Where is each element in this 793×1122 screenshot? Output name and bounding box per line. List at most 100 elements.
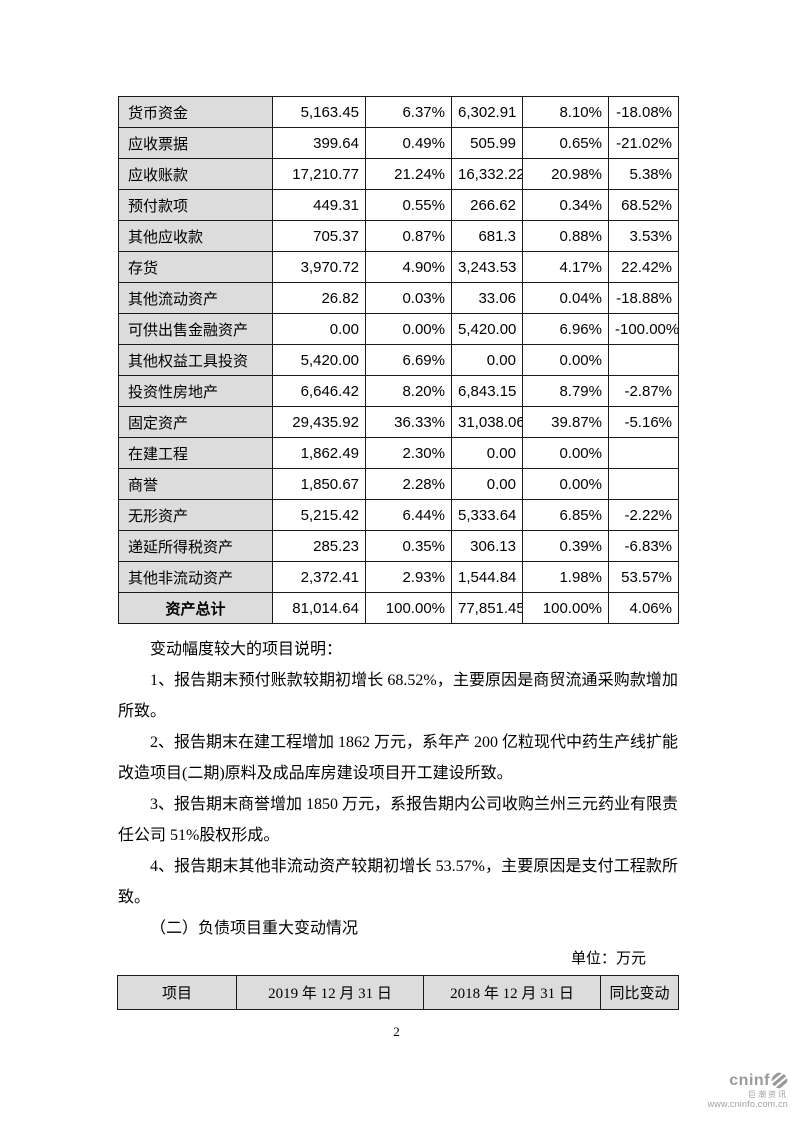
- row-value: 6.69%: [365, 344, 452, 376]
- row-value: -2.87%: [608, 375, 679, 407]
- liability-col-item: 项目: [117, 975, 237, 1010]
- total-pct-2019: 100.00%: [365, 592, 452, 624]
- row-label: 无形资产: [118, 499, 273, 531]
- row-value: 0.00: [272, 313, 366, 345]
- row-value: 31,038.06: [451, 406, 523, 438]
- row-value: 3,970.72: [272, 251, 366, 283]
- row-value: -18.88%: [608, 282, 679, 314]
- row-value: -18.08%: [608, 96, 679, 128]
- row-value: -6.83%: [608, 530, 679, 562]
- liability-col-change: 同比变动: [600, 975, 679, 1010]
- row-label: 递延所得税资产: [118, 530, 273, 562]
- row-value: 0.00%: [522, 344, 609, 376]
- row-value: 0.87%: [365, 220, 452, 252]
- row-label: 在建工程: [118, 437, 273, 469]
- row-label: 其他权益工具投资: [118, 344, 273, 376]
- row-value: 22.42%: [608, 251, 679, 283]
- row-label: 其他流动资产: [118, 282, 273, 314]
- row-value: 6.44%: [365, 499, 452, 531]
- row-value: -2.22%: [608, 499, 679, 531]
- row-label: 应收票据: [118, 127, 273, 159]
- row-label: 商誉: [118, 468, 273, 500]
- row-label: 固定资产: [118, 406, 273, 438]
- row-value: [608, 437, 679, 469]
- total-value-2018: 77,851.45: [451, 592, 523, 624]
- row-label: 投资性房地产: [118, 375, 273, 407]
- row-value: 5,420.00: [272, 344, 366, 376]
- row-value: 705.37: [272, 220, 366, 252]
- row-value: 1,862.49: [272, 437, 366, 469]
- asset-table-body: 货币资金 5,163.45 6.37% 6,302.91 8.10% -18.08% 应收票…: [118, 96, 679, 593]
- page-number: 2: [393, 1024, 400, 1039]
- row-value: 0.00: [451, 344, 523, 376]
- row-value: 21.24%: [365, 158, 452, 190]
- row-value: 0.00%: [365, 313, 452, 345]
- note-item-3: 3、报告期末商誉增加 1850 万元，系报告期内公司收购兰州三元药业有限责任公司…: [118, 796, 678, 844]
- section-heading-liabilities: （二）负债项目重大变动情况: [150, 920, 359, 937]
- row-value: 5,215.42: [272, 499, 366, 531]
- liability-col-2018: 2018 年 12 月 31 日: [423, 975, 601, 1010]
- cninfo-brand-text: cninf: [729, 1072, 770, 1089]
- row-value: 0.00%: [522, 468, 609, 500]
- asset-row: 其他非流动资产 2,372.41 2.93% 1,544.84 1.98% 53.57%: [118, 561, 679, 593]
- row-value: 4.17%: [522, 251, 609, 283]
- total-row-label: 资产总计: [118, 592, 273, 624]
- row-value: 16,332.22: [451, 158, 523, 190]
- row-value: 0.88%: [522, 220, 609, 252]
- cninfo-swirl-icon: [771, 1072, 788, 1090]
- liability-table-header: 项目 2019 年 12 月 31 日 2018 年 12 月 31 日 同比变…: [117, 975, 679, 1010]
- row-value: 285.23: [272, 530, 366, 562]
- asset-row: 在建工程 1,862.49 2.30% 0.00 0.00%: [118, 437, 679, 469]
- asset-row: 存货 3,970.72 4.90% 3,243.53 4.17% 22.42%: [118, 251, 679, 283]
- row-value: 5,333.64: [451, 499, 523, 531]
- asset-row: 其他流动资产 26.82 0.03% 33.06 0.04% -18.88%: [118, 282, 679, 314]
- row-value: 0.00: [451, 437, 523, 469]
- row-value: 8.20%: [365, 375, 452, 407]
- row-label: 其他应收款: [118, 220, 273, 252]
- row-label: 其他非流动资产: [118, 561, 273, 593]
- asset-row: 投资性房地产 6,646.42 8.20% 6,843.15 8.79% -2.87%: [118, 375, 679, 407]
- row-value: 0.00: [451, 468, 523, 500]
- asset-row: 货币资金 5,163.45 6.37% 6,302.91 8.10% -18.08%: [118, 96, 679, 128]
- row-label: 应收账款: [118, 158, 273, 190]
- row-value: [608, 344, 679, 376]
- row-value: 505.99: [451, 127, 523, 159]
- row-value: 6,843.15: [451, 375, 523, 407]
- row-value: 2.93%: [365, 561, 452, 593]
- row-value: 53.57%: [608, 561, 679, 593]
- row-value: 6.96%: [522, 313, 609, 345]
- row-value: 26.82: [272, 282, 366, 314]
- row-value: 2,372.41: [272, 561, 366, 593]
- row-value: 0.65%: [522, 127, 609, 159]
- notes-section: 变动幅度较大的项目说明： 1、报告期末预付账款较期初增长 68.52%，主要原因…: [118, 634, 678, 946]
- asset-total-row: 资产总计 81,014.64 100.00% 77,851.45 100.00%…: [118, 592, 679, 624]
- asset-row: 预付款项 449.31 0.55% 266.62 0.34% 68.52%: [118, 189, 679, 221]
- row-value: -5.16%: [608, 406, 679, 438]
- row-value: -21.02%: [608, 127, 679, 159]
- row-value: 3,243.53: [451, 251, 523, 283]
- row-value: 449.31: [272, 189, 366, 221]
- liability-header-row: 项目 2019 年 12 月 31 日 2018 年 12 月 31 日 同比变…: [117, 975, 679, 1010]
- note-item-1: 1、报告期末预付账款较期初增长 68.52%，主要原因是商贸流通采购款增加所致。: [118, 672, 678, 720]
- row-label: 货币资金: [118, 96, 273, 128]
- row-value: 8.10%: [522, 96, 609, 128]
- row-value: 8.79%: [522, 375, 609, 407]
- asset-row: 应收账款 17,210.77 21.24% 16,332.22 20.98% 5.38%: [118, 158, 679, 190]
- cninfo-logo: cninf 巨潮资讯 www.cninfo.com.cn: [698, 1072, 788, 1110]
- cninfo-brand-row: cninf: [698, 1072, 788, 1090]
- asset-items-table: 货币资金 5,163.45 6.37% 6,302.91 8.10% -18.08% 应收票…: [118, 96, 679, 624]
- row-value: 29,435.92: [272, 406, 366, 438]
- row-value: 0.35%: [365, 530, 452, 562]
- row-value: 33.06: [451, 282, 523, 314]
- row-value: 5,420.00: [451, 313, 523, 345]
- row-value: 4.90%: [365, 251, 452, 283]
- row-value: 681.3: [451, 220, 523, 252]
- notes-intro: 变动幅度较大的项目说明：: [150, 641, 343, 658]
- row-value: 0.49%: [365, 127, 452, 159]
- row-value: 0.55%: [365, 189, 452, 221]
- asset-row: 递延所得税资产 285.23 0.35% 306.13 0.39% -6.83%: [118, 530, 679, 562]
- asset-row: 无形资产 5,215.42 6.44% 5,333.64 6.85% -2.22%: [118, 499, 679, 531]
- row-value: 0.34%: [522, 189, 609, 221]
- total-change: 4.06%: [608, 592, 679, 624]
- row-value: [608, 468, 679, 500]
